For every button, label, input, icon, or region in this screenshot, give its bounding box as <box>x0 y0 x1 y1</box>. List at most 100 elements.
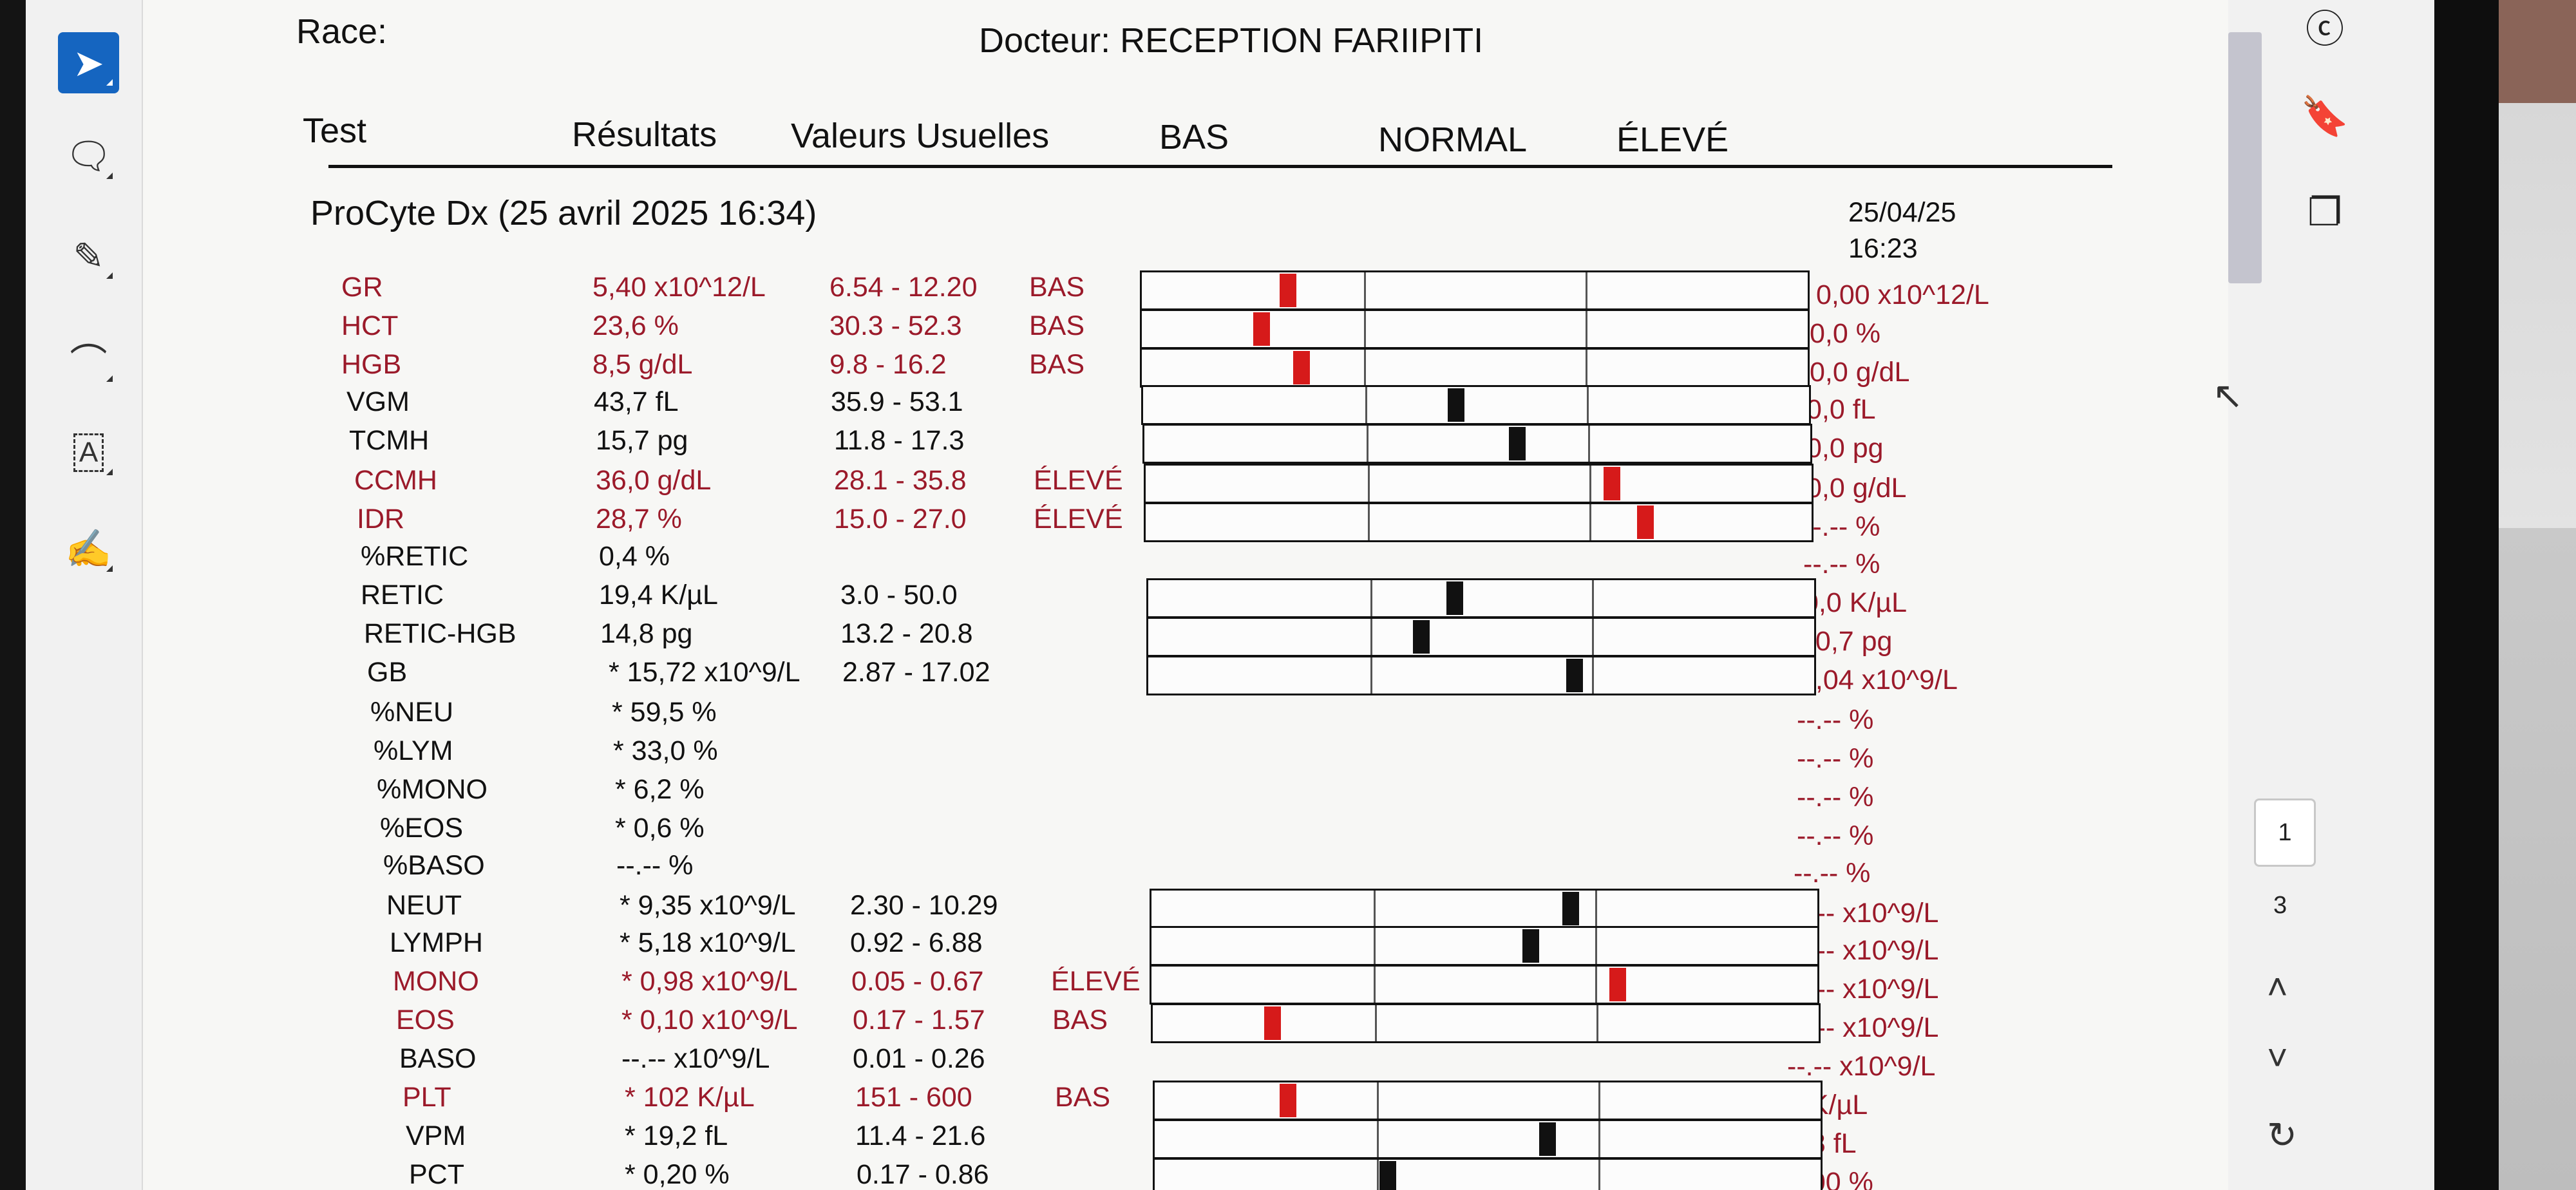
status-flag: BAS <box>1055 1082 1111 1113</box>
reference-range: 0.05 - 0.67 <box>851 966 984 997</box>
gauge-marker <box>1609 968 1626 1001</box>
test-name: GB <box>367 657 408 688</box>
range-gauge <box>1150 965 1819 1005</box>
scrollbar-thumb[interactable] <box>2228 32 2262 283</box>
doctor-label: Docteur: RECEPTION FARIIPITI <box>979 21 1484 60</box>
gauge-divider <box>1595 891 1598 927</box>
previous-result: --.-- % <box>1797 820 1874 851</box>
gauge-marker <box>1264 1006 1282 1040</box>
reference-range: 3.0 - 50.0 <box>840 580 958 610</box>
assistant-icon[interactable]: ⓒ <box>2306 7 2344 51</box>
test-name: %MONO <box>377 774 488 805</box>
page-up-icon[interactable]: ˄ <box>2267 967 2288 1007</box>
gauge-marker <box>1253 312 1271 346</box>
test-result: 5,40 x10^12/L <box>592 272 766 303</box>
page-number-input[interactable]: 1 <box>2254 798 2316 867</box>
test-result: * 0,20 % <box>625 1159 730 1190</box>
comment-icon[interactable]: 🗨 <box>58 126 119 187</box>
gauge-divider <box>1595 967 1598 1003</box>
reference-range: 13.2 - 20.8 <box>840 618 973 649</box>
highlight-pen-icon[interactable]: ✎ <box>58 225 119 287</box>
gauge-marker <box>1412 620 1430 654</box>
gauge-divider <box>1374 1005 1377 1041</box>
gauge-divider <box>1598 1121 1601 1157</box>
previous-result: --.-- % <box>1794 858 1871 889</box>
test-result: --.-- % <box>616 850 694 881</box>
copy-pages-icon[interactable]: ❐ <box>2307 191 2342 234</box>
page-down-icon[interactable]: ˅ <box>2267 1037 2288 1078</box>
header-rule <box>328 165 2112 168</box>
gauge-divider <box>1373 891 1376 927</box>
col-normal: NORMAL <box>1378 120 1528 159</box>
col-ref-values: Valeurs Usuelles <box>791 117 1050 155</box>
range-gauge <box>1146 617 1816 657</box>
select-arrow-icon[interactable]: ➤ <box>58 32 119 93</box>
gauge-marker <box>1280 274 1297 307</box>
range-gauge <box>1150 889 1819 929</box>
test-result: 15,7 pg <box>596 425 688 456</box>
test-result: 14,8 pg <box>600 618 693 649</box>
gauge-marker <box>1566 659 1583 692</box>
gauge-divider <box>1588 426 1591 462</box>
text-box-icon[interactable]: A <box>58 422 119 483</box>
test-name: %EOS <box>380 813 464 844</box>
col-results: Résultats <box>572 115 717 154</box>
range-gauge <box>1153 1081 1823 1120</box>
gauge-divider <box>1376 1121 1379 1157</box>
previous-result: --.-- % <box>1803 549 1880 580</box>
gauge-divider <box>1367 504 1370 540</box>
gauge-divider <box>1366 426 1368 462</box>
reference-range: 9.8 - 16.2 <box>829 349 947 380</box>
gauge-divider <box>1589 504 1592 540</box>
reference-range: 35.9 - 53.1 <box>831 386 963 417</box>
range-gauge <box>1140 270 1810 310</box>
gauge-divider <box>1376 1160 1379 1190</box>
mouse-cursor-icon: ↖ <box>2212 375 2244 417</box>
gauge-marker <box>1522 929 1540 963</box>
col-test: Test <box>303 111 367 150</box>
gauge-marker <box>1636 505 1654 539</box>
gauge-divider <box>1370 619 1372 655</box>
test-result: --.-- x10^9/L <box>621 1043 770 1074</box>
previous-result: --.-- % <box>1797 743 1874 774</box>
test-name: PLT <box>402 1082 451 1113</box>
gauge-divider <box>1592 619 1595 655</box>
run-date: 25/04/25 <box>1848 197 1956 228</box>
monitor-bezel-right <box>2434 0 2499 1190</box>
gauge-marker <box>1446 581 1463 615</box>
test-name: GR <box>341 272 383 303</box>
test-name: %LYM <box>374 735 453 766</box>
previous-result: 0,0 % <box>1810 318 1880 349</box>
reference-range: 15.0 - 27.0 <box>834 504 967 534</box>
reference-range: 2.87 - 17.02 <box>842 657 990 688</box>
reference-range: 11.8 - 17.3 <box>834 425 965 456</box>
test-result: * 0,6 % <box>615 813 705 844</box>
page-total: 3 <box>2273 892 2287 919</box>
refresh-icon[interactable]: ↻ <box>2267 1115 2297 1155</box>
signature-icon[interactable]: ✍ <box>58 518 119 580</box>
gauge-divider <box>1373 928 1376 964</box>
range-gauge <box>1146 656 1816 695</box>
test-result: * 102 K/µL <box>625 1082 755 1113</box>
previous-result: 0,0 pg <box>1806 433 1884 464</box>
previous-result: 0,0 fL <box>1806 394 1876 425</box>
document-page: Race: Docteur: RECEPTION FARIIPITI Test … <box>142 0 2228 1190</box>
test-name: %RETIC <box>361 541 469 572</box>
previous-result: 0,00 x10^12/L <box>1816 279 1989 310</box>
test-name: RETIC <box>361 580 444 610</box>
gauge-marker <box>1279 1084 1296 1117</box>
test-name: BASO <box>399 1043 477 1074</box>
test-name: MONO <box>393 966 479 997</box>
gauge-divider <box>1365 387 1367 423</box>
reference-range: 2.30 - 10.29 <box>850 890 998 921</box>
gauge-divider <box>1586 311 1588 347</box>
test-name: TCMH <box>349 425 430 456</box>
gauge-marker <box>1509 427 1526 460</box>
previous-result: --.-- % <box>1803 511 1880 542</box>
draw-curve-icon[interactable]: ⌒ <box>58 328 119 390</box>
gauge-divider <box>1370 580 1372 616</box>
gauge-marker <box>1539 1122 1557 1156</box>
bookmark-icon[interactable]: 🔖 <box>2300 94 2349 138</box>
reference-range: 28.1 - 35.8 <box>834 465 967 496</box>
gauge-divider <box>1598 1082 1601 1119</box>
